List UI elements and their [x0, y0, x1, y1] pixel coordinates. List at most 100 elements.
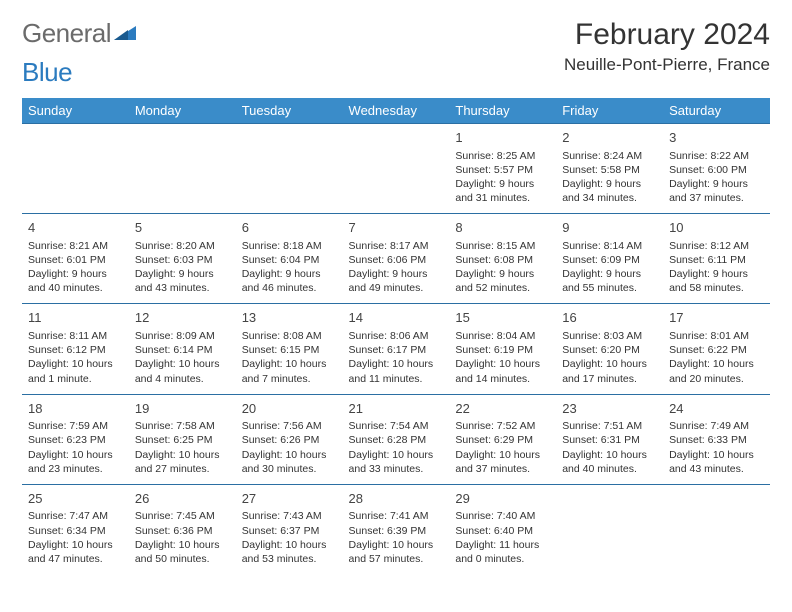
day-number: 26 [135, 490, 230, 508]
sunrise-text: Sunrise: 8:14 AM [562, 239, 657, 253]
location: Neuille-Pont-Pierre, France [564, 55, 770, 75]
daylight-text-1: Daylight: 9 hours [669, 177, 764, 191]
daylight-text-2: and 4 minutes. [135, 372, 230, 386]
daylight-text-1: Daylight: 10 hours [455, 448, 550, 462]
day-number: 21 [349, 400, 444, 418]
calendar-cell: 28Sunrise: 7:41 AMSunset: 6:39 PMDayligh… [343, 484, 450, 574]
daylight-text-1: Daylight: 10 hours [135, 448, 230, 462]
day-number: 11 [28, 309, 123, 327]
sunrise-text: Sunrise: 7:58 AM [135, 419, 230, 433]
calendar-cell: 22Sunrise: 7:52 AMSunset: 6:29 PMDayligh… [449, 394, 556, 484]
sunrise-text: Sunrise: 7:43 AM [242, 509, 337, 523]
day-number: 20 [242, 400, 337, 418]
sunrise-text: Sunrise: 7:51 AM [562, 419, 657, 433]
calendar-row: 1Sunrise: 8:25 AMSunset: 5:57 PMDaylight… [22, 124, 770, 214]
sunrise-text: Sunrise: 8:21 AM [28, 239, 123, 253]
calendar-cell [343, 124, 450, 214]
calendar-row: 25Sunrise: 7:47 AMSunset: 6:34 PMDayligh… [22, 484, 770, 574]
daylight-text-2: and 20 minutes. [669, 372, 764, 386]
daylight-text-1: Daylight: 11 hours [455, 538, 550, 552]
daylight-text-1: Daylight: 9 hours [349, 267, 444, 281]
daylight-text-1: Daylight: 10 hours [242, 357, 337, 371]
day-number: 25 [28, 490, 123, 508]
day-header: Tuesday [236, 98, 343, 124]
day-number: 18 [28, 400, 123, 418]
calendar-cell: 24Sunrise: 7:49 AMSunset: 6:33 PMDayligh… [663, 394, 770, 484]
calendar-row: 11Sunrise: 8:11 AMSunset: 6:12 PMDayligh… [22, 304, 770, 394]
sunset-text: Sunset: 6:22 PM [669, 343, 764, 357]
calendar-cell [22, 124, 129, 214]
sunrise-text: Sunrise: 8:04 AM [455, 329, 550, 343]
sunrise-text: Sunrise: 7:54 AM [349, 419, 444, 433]
calendar-cell: 4Sunrise: 8:21 AMSunset: 6:01 PMDaylight… [22, 214, 129, 304]
day-number: 10 [669, 219, 764, 237]
daylight-text-2: and 17 minutes. [562, 372, 657, 386]
sunrise-text: Sunrise: 8:17 AM [349, 239, 444, 253]
daylight-text-2: and 33 minutes. [349, 462, 444, 476]
title-block: February 2024 Neuille-Pont-Pierre, Franc… [564, 18, 770, 75]
sunrise-text: Sunrise: 7:41 AM [349, 509, 444, 523]
daylight-text-1: Daylight: 9 hours [562, 267, 657, 281]
sunset-text: Sunset: 6:17 PM [349, 343, 444, 357]
daylight-text-2: and 7 minutes. [242, 372, 337, 386]
day-number: 22 [455, 400, 550, 418]
sunrise-text: Sunrise: 8:03 AM [562, 329, 657, 343]
sunrise-text: Sunrise: 7:47 AM [28, 509, 123, 523]
sunset-text: Sunset: 6:29 PM [455, 433, 550, 447]
daylight-text-2: and 53 minutes. [242, 552, 337, 566]
daylight-text-2: and 46 minutes. [242, 281, 337, 295]
daylight-text-2: and 47 minutes. [28, 552, 123, 566]
daylight-text-2: and 31 minutes. [455, 191, 550, 205]
sunrise-text: Sunrise: 7:56 AM [242, 419, 337, 433]
day-number: 1 [455, 129, 550, 147]
day-header: Sunday [22, 98, 129, 124]
day-number: 19 [135, 400, 230, 418]
sunset-text: Sunset: 6:33 PM [669, 433, 764, 447]
calendar-cell: 11Sunrise: 8:11 AMSunset: 6:12 PMDayligh… [22, 304, 129, 394]
daylight-text-2: and 40 minutes. [28, 281, 123, 295]
sunset-text: Sunset: 6:26 PM [242, 433, 337, 447]
calendar-cell [236, 124, 343, 214]
daylight-text-1: Daylight: 9 hours [562, 177, 657, 191]
daylight-text-2: and 52 minutes. [455, 281, 550, 295]
day-number: 29 [455, 490, 550, 508]
daylight-text-1: Daylight: 10 hours [28, 448, 123, 462]
calendar-cell: 12Sunrise: 8:09 AMSunset: 6:14 PMDayligh… [129, 304, 236, 394]
daylight-text-2: and 30 minutes. [242, 462, 337, 476]
calendar-cell: 29Sunrise: 7:40 AMSunset: 6:40 PMDayligh… [449, 484, 556, 574]
calendar-cell: 15Sunrise: 8:04 AMSunset: 6:19 PMDayligh… [449, 304, 556, 394]
calendar-cell: 2Sunrise: 8:24 AMSunset: 5:58 PMDaylight… [556, 124, 663, 214]
sunrise-text: Sunrise: 7:59 AM [28, 419, 123, 433]
calendar-cell: 8Sunrise: 8:15 AMSunset: 6:08 PMDaylight… [449, 214, 556, 304]
calendar-cell [663, 484, 770, 574]
sunrise-text: Sunrise: 8:11 AM [28, 329, 123, 343]
day-header: Friday [556, 98, 663, 124]
day-number: 12 [135, 309, 230, 327]
daylight-text-1: Daylight: 10 hours [669, 448, 764, 462]
sunrise-text: Sunrise: 7:52 AM [455, 419, 550, 433]
daylight-text-1: Daylight: 9 hours [242, 267, 337, 281]
sunset-text: Sunset: 6:19 PM [455, 343, 550, 357]
day-header: Thursday [449, 98, 556, 124]
daylight-text-1: Daylight: 10 hours [562, 448, 657, 462]
sunrise-text: Sunrise: 7:40 AM [455, 509, 550, 523]
daylight-text-1: Daylight: 10 hours [349, 538, 444, 552]
calendar-cell: 16Sunrise: 8:03 AMSunset: 6:20 PMDayligh… [556, 304, 663, 394]
sunset-text: Sunset: 6:31 PM [562, 433, 657, 447]
calendar-cell: 14Sunrise: 8:06 AMSunset: 6:17 PMDayligh… [343, 304, 450, 394]
sunset-text: Sunset: 6:03 PM [135, 253, 230, 267]
sunrise-text: Sunrise: 7:49 AM [669, 419, 764, 433]
day-number: 14 [349, 309, 444, 327]
calendar-cell: 20Sunrise: 7:56 AMSunset: 6:26 PMDayligh… [236, 394, 343, 484]
daylight-text-2: and 0 minutes. [455, 552, 550, 566]
calendar-cell: 26Sunrise: 7:45 AMSunset: 6:36 PMDayligh… [129, 484, 236, 574]
daylight-text-2: and 49 minutes. [349, 281, 444, 295]
sunset-text: Sunset: 6:36 PM [135, 524, 230, 538]
sunrise-text: Sunrise: 8:09 AM [135, 329, 230, 343]
day-number: 2 [562, 129, 657, 147]
sunset-text: Sunset: 6:39 PM [349, 524, 444, 538]
daylight-text-2: and 58 minutes. [669, 281, 764, 295]
calendar-cell: 7Sunrise: 8:17 AMSunset: 6:06 PMDaylight… [343, 214, 450, 304]
day-number: 5 [135, 219, 230, 237]
logo-triangle-icon [114, 16, 136, 47]
